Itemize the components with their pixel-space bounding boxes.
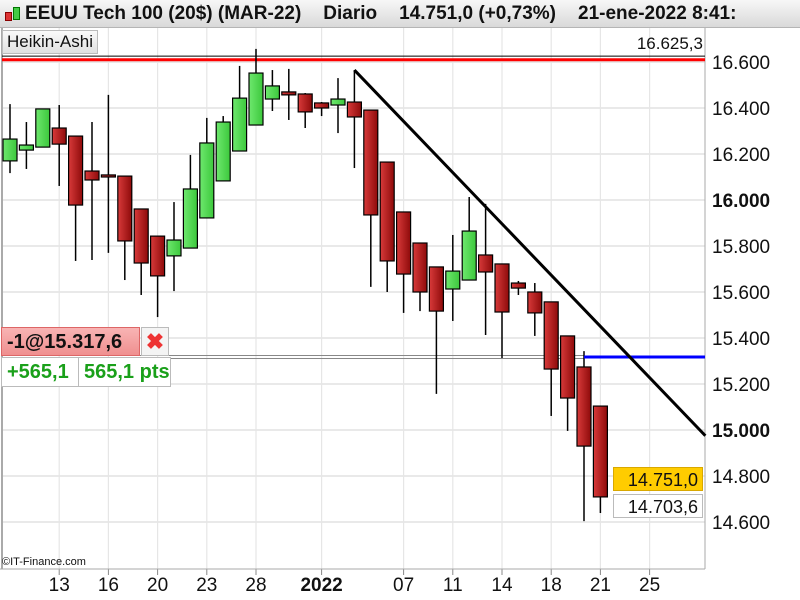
candle-up xyxy=(2,138,18,162)
y-tick-label: 16.200 xyxy=(712,145,770,166)
candle-down xyxy=(363,109,379,216)
candle-down xyxy=(396,211,412,275)
x-tick-label: 14 xyxy=(491,575,513,596)
x-tick-label: 28 xyxy=(245,575,266,596)
profit-points: 565,1 pts xyxy=(84,361,170,383)
y-tick-label: 15.400 xyxy=(712,329,770,350)
last-price-box: 14.751,0 xyxy=(613,467,703,491)
y-tick-label: 15.000 xyxy=(712,421,770,442)
candle-up xyxy=(182,188,198,249)
candle-down xyxy=(592,405,609,498)
candle-down xyxy=(559,335,576,399)
candle-down xyxy=(314,102,330,109)
candle-down xyxy=(412,242,428,293)
candle-down xyxy=(133,208,149,264)
price-change: 14.751,0 (+0,73%) xyxy=(399,2,557,24)
candle-up xyxy=(18,144,34,151)
x-tick-label: 13 xyxy=(49,575,70,596)
close-x-icon[interactable]: ✖ xyxy=(141,327,169,356)
price-chart[interactable]: 16.600 16.400 16.200 16.000 15.800 15.600 15.4… xyxy=(0,28,800,600)
order-profit: +565,1 565,1 pts xyxy=(1,357,171,387)
candle-up xyxy=(330,98,346,106)
candle-down xyxy=(117,175,133,242)
candlestick-chart-icon xyxy=(3,4,21,24)
x-tick-label: 18 xyxy=(541,575,562,596)
y-tick-label: 16.400 xyxy=(712,99,770,120)
y-tick-label: 15.800 xyxy=(712,237,770,258)
period-label: Diario xyxy=(323,2,378,24)
y-tick-label: 15.200 xyxy=(712,375,770,396)
instrument-title: EEUU Tech 100 (20$) (MAR-22) xyxy=(25,2,302,24)
x-tick-label: 16 xyxy=(98,575,119,596)
bid-price-box: 14.703,6 xyxy=(613,494,703,518)
y-tick-label: 16.000 xyxy=(712,191,770,212)
y-tick-label: 16.600 xyxy=(712,53,770,74)
candle-up xyxy=(215,121,231,182)
profit-value: +565,1 xyxy=(7,361,69,383)
candle-up xyxy=(166,239,182,257)
datetime: 21-ene-2022 8:41: xyxy=(578,2,737,24)
candle-up xyxy=(445,270,461,290)
candle-down xyxy=(379,161,395,262)
trendline xyxy=(353,69,707,437)
y-tick-label: 14.800 xyxy=(712,467,770,488)
candle-up xyxy=(35,108,51,148)
chart-header: EEUU Tech 100 (20$) (MAR-22) Diario 14.7… xyxy=(0,0,800,28)
candle-up xyxy=(248,72,264,126)
candle-down xyxy=(576,366,592,447)
x-tick-label: 2022 xyxy=(300,575,342,596)
candle-down xyxy=(84,170,100,181)
y-tick-label: 14.600 xyxy=(712,513,770,534)
candle-down xyxy=(346,101,362,118)
candle-up xyxy=(264,85,280,100)
candle-down xyxy=(527,291,543,314)
x-tick-label: 20 xyxy=(147,575,168,596)
chart-type-label[interactable]: Heikin-Ashi xyxy=(2,30,98,54)
candle-down xyxy=(543,301,559,370)
candle-down xyxy=(494,263,510,313)
candle-down xyxy=(67,135,84,206)
candle-down xyxy=(150,235,166,277)
candle-down xyxy=(297,93,313,113)
x-tick-label: 07 xyxy=(393,575,414,596)
y-tick-label: 15.600 xyxy=(712,283,770,304)
candle-up xyxy=(461,230,477,281)
x-tick-label: 11 xyxy=(443,575,463,596)
x-tick-label: 25 xyxy=(639,575,660,596)
high-level-label: 16.625,3 xyxy=(636,34,703,53)
order-entry[interactable]: -1@15.317,6 xyxy=(1,327,140,356)
copyright: ©IT-Finance.com xyxy=(2,556,86,568)
x-tick-label: 23 xyxy=(196,575,217,596)
candle-down xyxy=(428,266,444,312)
candle-down xyxy=(510,282,526,289)
candle-up xyxy=(232,97,248,152)
candle-down xyxy=(478,254,494,273)
candle-down xyxy=(100,174,117,178)
candle-up xyxy=(199,142,215,219)
candle-down xyxy=(51,127,67,145)
candle-down xyxy=(281,91,297,96)
x-tick-label: 21 xyxy=(590,575,611,596)
